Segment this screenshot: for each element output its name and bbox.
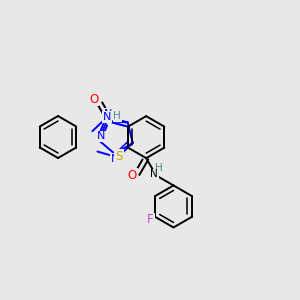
Text: H: H [113, 111, 121, 121]
Text: N: N [104, 109, 113, 118]
Text: N: N [103, 112, 111, 122]
Text: F: F [147, 214, 154, 226]
Text: N: N [97, 131, 105, 141]
Text: O: O [89, 92, 98, 106]
Text: S: S [115, 150, 123, 164]
Text: O: O [128, 169, 137, 182]
Text: N: N [110, 154, 119, 164]
Text: H: H [155, 164, 163, 173]
Text: N: N [150, 169, 158, 179]
